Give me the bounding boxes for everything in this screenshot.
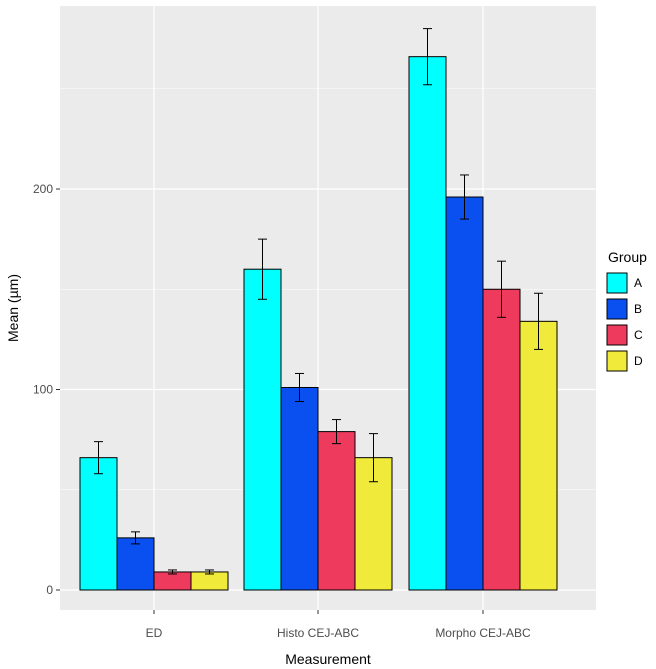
- error-bar-c-1: [168, 569, 177, 575]
- bars: [79, 56, 558, 591]
- error-bars: [94, 28, 543, 575]
- error-bar-b-3: [460, 174, 469, 220]
- legend-swatch-b: [606, 298, 628, 320]
- error-bar-c-2: [332, 419, 341, 445]
- legend-label-a: A: [634, 276, 642, 290]
- error-bar-b-1: [131, 531, 140, 545]
- x-tick-label: Histo CEJ-ABC: [277, 626, 359, 640]
- legend-label-d: D: [634, 354, 643, 368]
- bar-b-2: [280, 386, 319, 591]
- legend-label-b: B: [634, 302, 642, 316]
- error-bar-c-3: [497, 260, 506, 318]
- legend-swatch-d: [606, 350, 628, 372]
- bar-b-1: [116, 537, 155, 591]
- error-bar-b-2: [295, 372, 304, 403]
- bar-c-1: [153, 571, 192, 591]
- x-tick-label: Morpho CEJ-ABC: [435, 626, 531, 640]
- x-axis-title: Measurement: [285, 651, 371, 667]
- legend-swatch-a: [606, 272, 628, 294]
- x-tick-label: ED: [146, 626, 163, 640]
- bar-a-3: [408, 56, 447, 591]
- legend-title: Group: [608, 249, 647, 265]
- bar-c-2: [317, 431, 356, 591]
- y-axis-title: Mean (µm): [5, 274, 21, 342]
- y-tick-label: 200: [33, 182, 53, 196]
- bar-d-1: [190, 571, 229, 591]
- bar-c-3: [482, 288, 521, 591]
- error-bar-a-3: [423, 28, 432, 86]
- error-bar-d-3: [534, 292, 543, 350]
- error-bar-a-1: [94, 441, 103, 475]
- bar-a-1: [79, 457, 118, 591]
- legend-swatch-c: [606, 324, 628, 346]
- error-bar-d-1: [205, 569, 214, 575]
- y-axis-ticks: 0 100 200: [33, 182, 60, 597]
- error-bar-d-2: [369, 433, 378, 483]
- bar-a-2: [243, 268, 282, 591]
- error-bar-a-2: [258, 238, 267, 300]
- y-tick-label: 0: [46, 583, 53, 597]
- bar-b-3: [445, 196, 484, 591]
- y-tick-label: 100: [33, 383, 53, 397]
- legend-label-c: C: [634, 328, 643, 342]
- x-axis-ticks: ED Histo CEJ-ABC Morpho CEJ-ABC: [146, 610, 531, 640]
- bar-d-3: [519, 320, 558, 591]
